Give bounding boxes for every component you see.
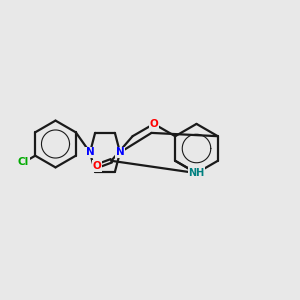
- Text: O: O: [93, 161, 102, 171]
- Text: N: N: [116, 147, 124, 158]
- Text: O: O: [149, 119, 158, 129]
- Text: Cl: Cl: [18, 158, 29, 167]
- Text: NH: NH: [188, 168, 205, 178]
- Text: N: N: [85, 147, 94, 158]
